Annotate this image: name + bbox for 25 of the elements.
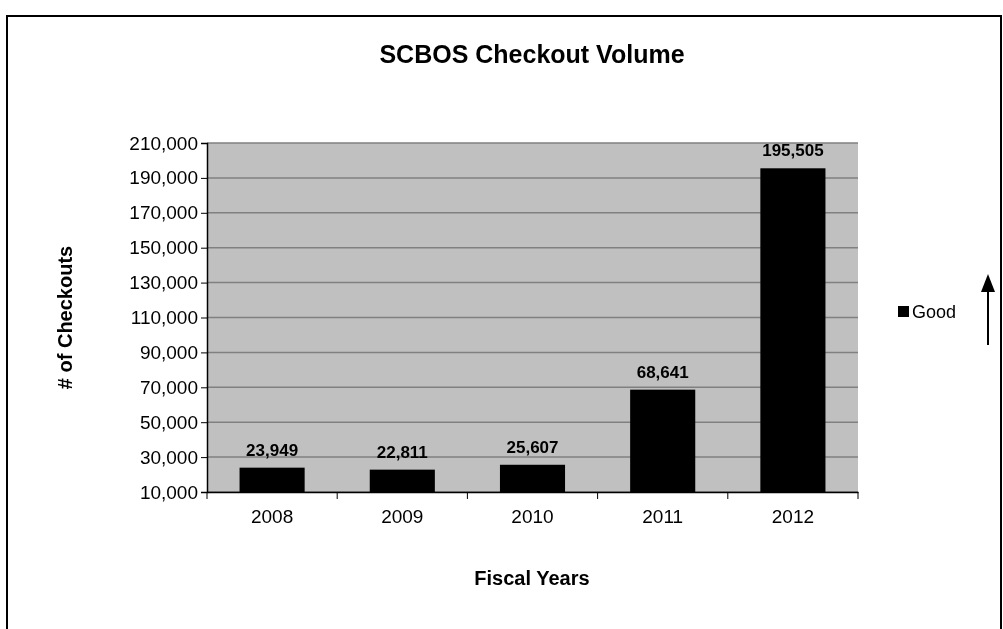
- y-tick-label: 170,000: [129, 202, 198, 224]
- y-tick-label: 190,000: [129, 167, 198, 189]
- data-label: 195,505: [762, 141, 824, 161]
- x-tick-label: 2008: [250, 506, 294, 528]
- x-tick-label: 2012: [771, 506, 815, 528]
- x-tick-label: 2011: [642, 506, 684, 528]
- y-tick-label: 150,000: [129, 237, 198, 259]
- x-axis-title: Fiscal Years: [474, 567, 590, 589]
- y-axis-title: # of Checkouts: [54, 245, 76, 390]
- chart-title: SCBOS Checkout Volume: [379, 40, 685, 68]
- y-tick-label: 210,000: [129, 132, 198, 154]
- legend-label: Good: [912, 301, 957, 322]
- x-tick-label: 2009: [381, 506, 424, 528]
- y-tick-label: 110,000: [130, 307, 198, 329]
- data-label: 68,641: [636, 362, 689, 382]
- y-tick-label: 50,000: [139, 411, 198, 433]
- data-label: 23,949: [246, 440, 299, 460]
- y-tick-label: 90,000: [139, 341, 198, 363]
- y-tick-label: 130,000: [129, 272, 198, 294]
- data-label: 22,811: [376, 442, 428, 462]
- y-tick-label: 70,000: [139, 376, 198, 398]
- y-tick-label: 10,000: [139, 481, 198, 503]
- data-label: 25,607: [506, 437, 559, 457]
- y-tick-label: 30,000: [139, 446, 198, 468]
- x-tick-label: 2010: [511, 506, 554, 528]
